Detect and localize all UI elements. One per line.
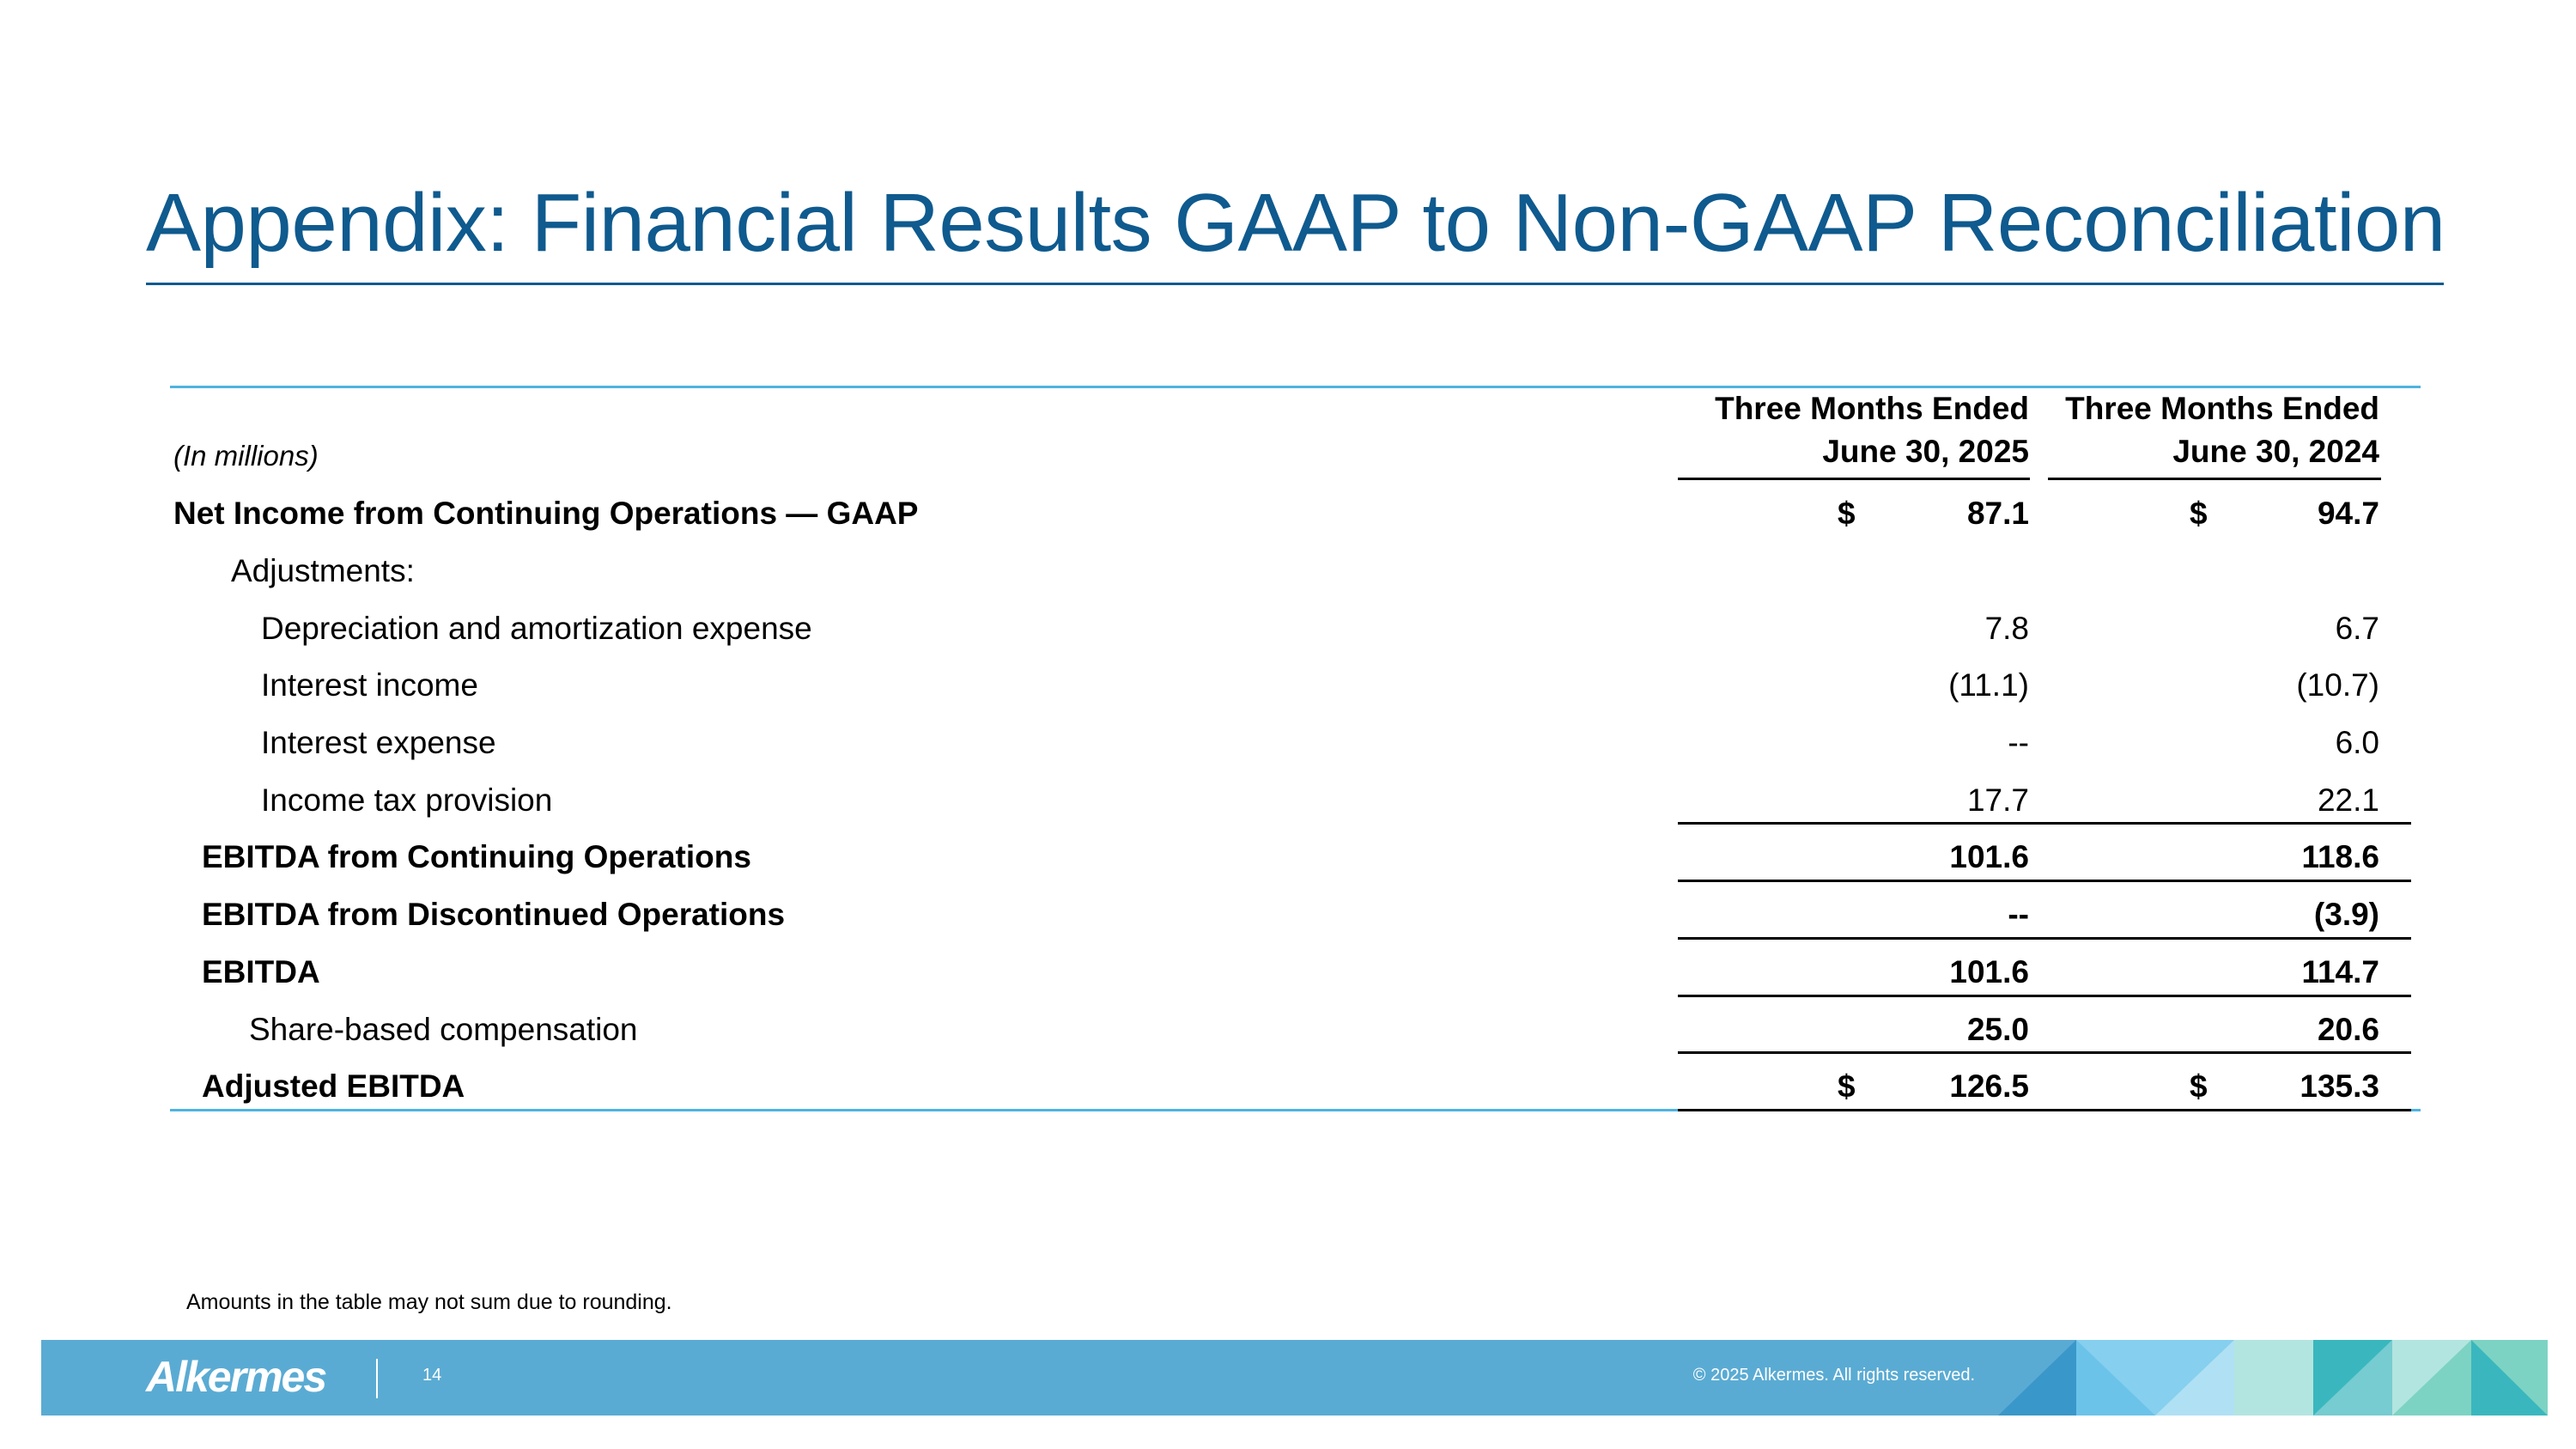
value-2025: 7.8: [1984, 611, 2029, 646]
row-label: Adjustments:: [231, 553, 415, 588]
value-2024: 118.6: [2301, 839, 2379, 874]
copyright: © 2025 Alkermes. All rights reserved.: [1692, 1366, 1975, 1385]
value-2025: 126.5: [1949, 1068, 2029, 1104]
row-label: Income tax provision: [261, 782, 553, 818]
table-row: Depreciation and amortization expense 7.…: [0, 600, 2576, 657]
table-row: Adjusted EBITDA $ 126.5 $ 135.3: [0, 1058, 2576, 1115]
decorative-triangles: [1998, 1340, 2548, 1416]
row-label: EBITDA from Discontinued Operations: [202, 897, 786, 932]
value-2025: 101.6: [1949, 954, 2029, 989]
header-underline: [2048, 478, 2381, 480]
value-2024: 6.0: [2335, 725, 2379, 760]
subtotal-rule: [1678, 880, 2411, 882]
row-label: Interest expense: [261, 725, 496, 760]
header-underline: [1678, 478, 2030, 480]
value-2024: 94.7: [2317, 496, 2379, 531]
table-row: Share-based compensation 25.0 20.6: [0, 1002, 2576, 1058]
table-row: Income tax provision 17.7 22.1: [0, 772, 2576, 829]
value-2025: 87.1: [1966, 496, 2029, 531]
value-2024: 114.7: [2301, 954, 2379, 989]
column-header-line2: June 30, 2024: [2172, 434, 2379, 469]
value-2025: 17.7: [1966, 782, 2029, 818]
currency-symbol: $: [2190, 496, 2208, 531]
table-row: Net Income from Continuing Operations — …: [0, 485, 2576, 542]
row-label: EBITDA from Continuing Operations: [202, 839, 751, 874]
total-rule: [1678, 1109, 2411, 1111]
column-header-line1: Three Months Ended: [1715, 391, 2029, 426]
row-label: Adjusted EBITDA: [202, 1068, 465, 1104]
table-row: Interest income (11.1) (10.7): [0, 657, 2576, 714]
table-row: Adjustments:: [0, 543, 2576, 600]
table-bottom-rule: [170, 1109, 2421, 1111]
footer-band: Alkermes 14 © 2025 Alkermes. All rights …: [41, 1340, 2548, 1416]
value-2025: --: [2008, 725, 2029, 760]
currency-symbol: $: [1838, 1068, 1856, 1104]
column-header-line1: Three Months Ended: [2065, 391, 2379, 426]
value-2024: 135.3: [2300, 1068, 2379, 1104]
footnote: Amounts in the table may not sum due to …: [186, 1290, 672, 1314]
value-2024: 22.1: [2317, 782, 2379, 818]
value-2024: (10.7): [2296, 667, 2379, 703]
table-row: EBITDA from Discontinued Operations -- (…: [0, 886, 2576, 943]
table-row: EBITDA from Continuing Operations 101.6 …: [0, 829, 2576, 886]
value-2024: (3.9): [2313, 897, 2379, 932]
row-label: Depreciation and amortization expense: [261, 611, 812, 646]
alkermes-logo: Alkermes: [146, 1353, 327, 1401]
row-label: EBITDA: [202, 954, 320, 989]
units-label: (In millions): [173, 440, 319, 472]
footer-divider: [376, 1359, 378, 1398]
row-label: Net Income from Continuing Operations — …: [173, 496, 919, 531]
column-header-2024: Three Months Ended June 30, 2024: [2065, 391, 2379, 470]
subtotal-rule: [1678, 1051, 2411, 1054]
column-header-2025: Three Months Ended June 30, 2025: [1715, 391, 2029, 470]
row-label: Share-based compensation: [249, 1012, 638, 1047]
subtotal-rule: [1678, 937, 2411, 940]
page-title: Appendix: Financial Results GAAP to Non-…: [146, 177, 2445, 269]
table-top-rule: [170, 386, 2421, 388]
value-2025: (11.1): [1948, 667, 2029, 703]
value-2025: 25.0: [1966, 1012, 2029, 1047]
page-number: 14: [422, 1366, 442, 1385]
value-2025: 101.6: [1949, 839, 2029, 874]
column-header-line2: June 30, 2025: [1822, 434, 2029, 469]
table-row: Interest expense -- 6.0: [0, 715, 2576, 771]
value-2025: --: [2008, 897, 2029, 932]
currency-symbol: $: [2190, 1068, 2208, 1104]
title-underline: [146, 283, 2444, 285]
value-2024: 6.7: [2335, 611, 2379, 646]
subtotal-rule: [1678, 995, 2411, 997]
value-2024: 20.6: [2317, 1012, 2379, 1047]
subtotal-rule: [1678, 822, 2411, 825]
currency-symbol: $: [1838, 496, 1856, 531]
row-label: Interest income: [261, 667, 478, 703]
table-row: EBITDA 101.6 114.7: [0, 944, 2576, 1001]
